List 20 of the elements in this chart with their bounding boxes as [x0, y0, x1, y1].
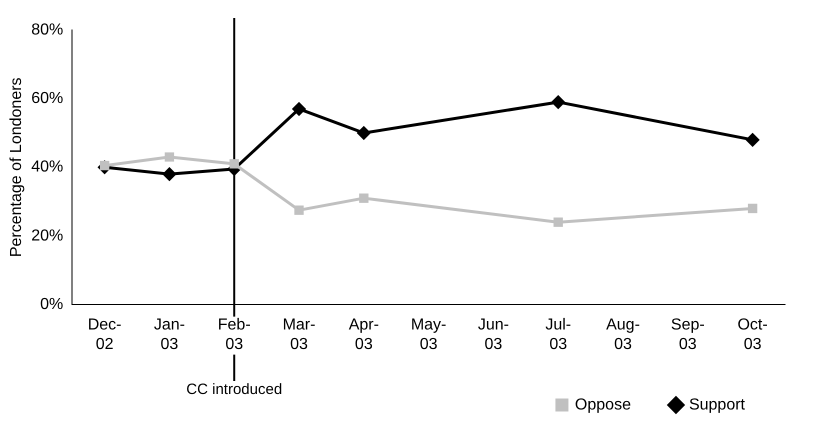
x-tick-label: Sep-03	[670, 316, 705, 353]
y-tick-label: 80%	[31, 21, 64, 38]
x-tick-label: Oct-03	[737, 316, 768, 353]
x-tick-label: Jul-03	[545, 316, 572, 353]
y-tick-label: 20%	[31, 227, 64, 244]
x-tick-label: Jun-03	[478, 316, 509, 353]
ref-line-label: CC introduced	[186, 381, 282, 398]
legend-label: Oppose	[574, 396, 632, 414]
x-tick-label: Aug-03	[606, 316, 640, 353]
x-tick-label: May-03	[410, 316, 446, 353]
y-tick-label: 60%	[31, 90, 64, 108]
y-tick-label: 40%	[31, 158, 64, 176]
x-tick-label: Apr-03	[348, 316, 379, 353]
y-axis-title: Percentage of Londoners	[8, 77, 26, 258]
legend-label: Support	[688, 396, 746, 414]
x-tick-label: Mar-03	[282, 316, 316, 353]
x-tick-label: Dec-02	[88, 316, 122, 353]
y-tick-label: 0%	[40, 296, 64, 314]
x-tick-label: Jan-03	[154, 316, 185, 353]
x-tick-label: Feb-03	[218, 316, 251, 353]
